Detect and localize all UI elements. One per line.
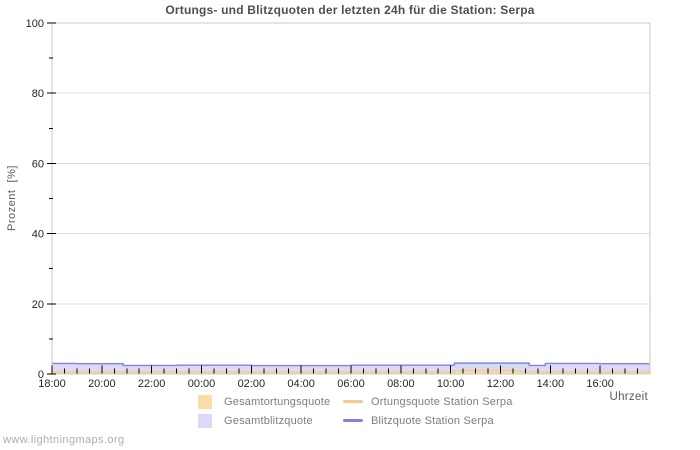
legend-label: Ortungsquote Station Serpa xyxy=(371,395,513,408)
legend-item-gesamtblitzquote: Gesamtblitzquote xyxy=(198,413,313,428)
svg-text:20: 20 xyxy=(32,299,44,311)
svg-text:80: 80 xyxy=(32,88,44,100)
svg-text:00:00: 00:00 xyxy=(188,378,216,390)
svg-text:14:00: 14:00 xyxy=(537,378,565,390)
svg-text:10:00: 10:00 xyxy=(437,378,465,390)
x-axis-title: Uhrzeit xyxy=(609,391,648,403)
legend-item-ortungsquote-station: Ortungsquote Station Serpa xyxy=(343,394,513,409)
svg-text:06:00: 06:00 xyxy=(337,378,365,390)
chart-title: Ortungs- und Blitzquoten der letzten 24h… xyxy=(165,3,535,17)
svg-text:40: 40 xyxy=(32,229,44,241)
watermark-text: www.lightningmaps.org xyxy=(3,434,125,446)
svg-text:20:00: 20:00 xyxy=(88,378,116,390)
ortungsquote-line-swatch-icon xyxy=(343,400,363,403)
svg-text:0: 0 xyxy=(38,369,44,381)
blitzquote-line-swatch-icon xyxy=(343,419,363,422)
legend-item-gesamtortungsquote: Gesamtortungsquote xyxy=(198,394,330,409)
legend-label: Gesamtortungsquote xyxy=(224,395,331,408)
svg-text:02:00: 02:00 xyxy=(238,378,266,390)
legend-label: Gesamtblitzquote xyxy=(224,414,313,427)
gesamtortungsquote-swatch-icon xyxy=(198,394,212,409)
svg-text:12:00: 12:00 xyxy=(487,378,515,390)
legend-item-blitzquote-station: Blitzquote Station Serpa xyxy=(343,413,494,428)
svg-text:04:00: 04:00 xyxy=(287,378,315,390)
svg-text:22:00: 22:00 xyxy=(138,378,166,390)
svg-text:16:00: 16:00 xyxy=(586,378,614,390)
legend-label: Blitzquote Station Serpa xyxy=(371,414,494,427)
svg-text:18:00: 18:00 xyxy=(38,378,66,390)
gesamtblitzquote-swatch-icon xyxy=(198,413,212,428)
svg-text:60: 60 xyxy=(32,158,44,170)
svg-text:100: 100 xyxy=(26,18,44,30)
svg-text:08:00: 08:00 xyxy=(387,378,415,390)
